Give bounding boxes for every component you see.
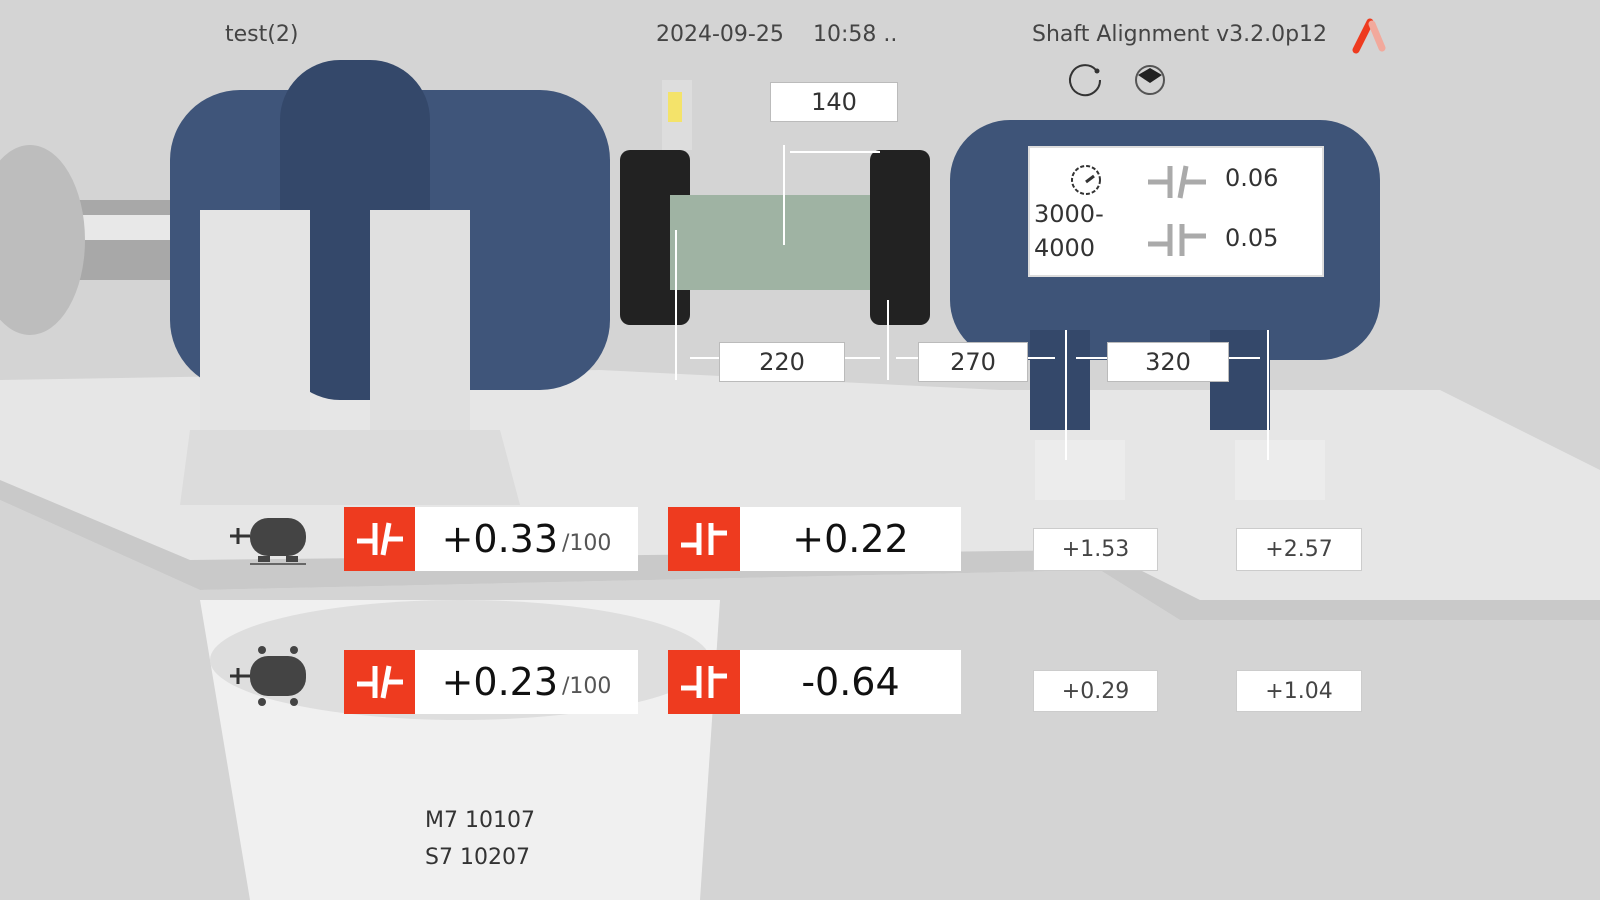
horizontal-front-foot-value: +0.29 <box>1033 670 1158 712</box>
coupling-to-front-feet-field[interactable]: 270 <box>918 342 1028 382</box>
offset-icon <box>1148 224 1206 256</box>
front-to-rear-feet-field[interactable]: 320 <box>1107 342 1229 382</box>
sensor-distance-field[interactable]: 140 <box>770 82 898 122</box>
vertical-offset-status-icon <box>668 507 740 571</box>
date: 2024-09-25 <box>656 22 784 47</box>
app-title: Shaft Alignment v3.2.0p12 <box>1032 22 1328 47</box>
rpm-range-line2: 4000 <box>1034 234 1096 262</box>
horizontal-angularity-status-icon <box>344 650 415 714</box>
horizontal-angularity-value: +0.23/100 <box>415 650 638 714</box>
file-name: test(2) <box>225 22 299 47</box>
vertical-rear-foot-value: +2.57 <box>1236 528 1362 571</box>
sensor-serials: M7 10107 S7 10207 <box>425 802 535 876</box>
vertical-angularity-value: +0.33/100 <box>415 507 638 571</box>
rotate-icon[interactable] <box>1066 60 1106 100</box>
time: 10:58 .. <box>813 22 898 47</box>
motor-top-view-icon <box>230 646 306 706</box>
tolerance-panel[interactable]: 3000- 4000 0.06 0.05 <box>1028 146 1324 277</box>
vertical-angularity-status-icon <box>344 507 415 571</box>
vertical-offset-value: +0.22 <box>740 507 961 571</box>
speedometer-icon <box>1071 165 1101 195</box>
horizontal-angularity-unit: /100 <box>562 673 612 699</box>
m-sensor-serial: M7 10107 <box>425 808 535 833</box>
s-sensor-serial: S7 10207 <box>425 845 530 870</box>
brand-logo-icon <box>1352 18 1386 54</box>
vertical-angularity-unit: /100 <box>562 530 612 556</box>
offset-tolerance: 0.05 <box>1225 224 1279 252</box>
rpm-range-line1: 3000- <box>1034 200 1104 228</box>
view-perspective-icon[interactable] <box>1133 63 1167 97</box>
coupling-to-sensor-field[interactable]: 220 <box>719 342 845 382</box>
motor-side-view-icon <box>230 518 306 565</box>
vertical-angularity: +0.33 <box>441 517 559 561</box>
horizontal-offset-value: -0.64 <box>740 650 961 714</box>
angular-tolerance: 0.06 <box>1225 164 1279 192</box>
vertical-front-foot-value: +1.53 <box>1033 528 1158 571</box>
horizontal-offset-status-icon <box>668 650 740 714</box>
horizontal-angularity: +0.23 <box>441 660 559 704</box>
horizontal-rear-foot-value: +1.04 <box>1236 670 1362 712</box>
angularity-icon <box>1148 165 1206 199</box>
